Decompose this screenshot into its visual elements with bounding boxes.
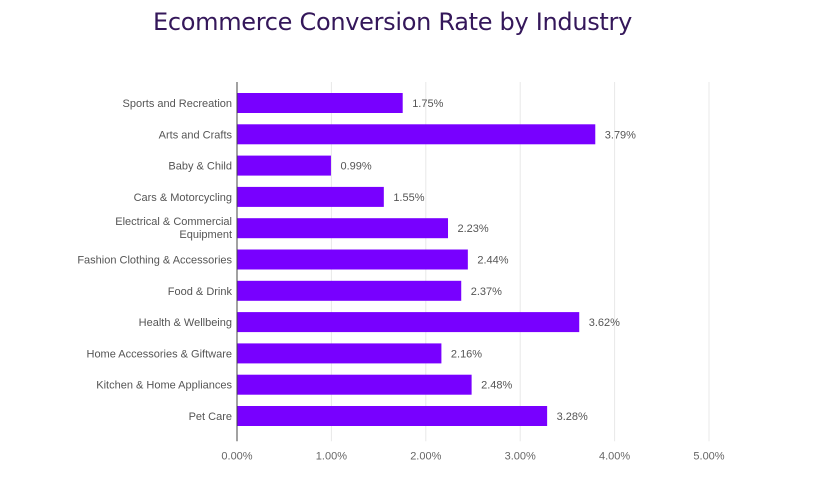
chart-title: Ecommerce Conversion Rate by Industry: [152, 8, 633, 36]
category-label: Sports and Recreation: [123, 98, 232, 110]
bar: [237, 312, 580, 333]
category-label: Electrical & Commercial Equipment: [115, 216, 232, 241]
x-tick-label: 0.00%: [221, 450, 252, 462]
bar: [237, 218, 449, 239]
data-label: 3.28%: [557, 411, 588, 423]
data-label: 1.75%: [412, 98, 443, 110]
bar: [237, 406, 548, 426]
data-label: 3.62%: [589, 317, 620, 329]
category-label: Arts and Crafts: [159, 129, 233, 141]
x-tick-label: 4.00%: [599, 450, 630, 462]
data-label: 1.55%: [393, 192, 424, 204]
bar: [237, 155, 331, 176]
x-tick-label: 3.00%: [505, 450, 536, 462]
category-label: Health & Wellbeing: [139, 317, 232, 329]
x-tick-label: 5.00%: [693, 450, 724, 462]
category-label: Home Accessories & Giftware: [87, 348, 233, 360]
category-label: Baby & Child: [168, 161, 232, 173]
data-label: 2.44%: [477, 255, 508, 267]
data-label: 2.16%: [451, 348, 482, 360]
category-label: Fashion Clothing & Accessories: [77, 255, 232, 267]
data-label: 2.48%: [481, 380, 512, 392]
bar: [237, 280, 462, 301]
category-label: Food & Drink: [168, 286, 233, 298]
data-label: 0.99%: [340, 161, 371, 173]
bar: [237, 93, 403, 113]
data-label: 3.79%: [605, 129, 636, 141]
bar: [237, 343, 442, 364]
bar: [237, 249, 468, 270]
x-tick-label: 1.00%: [316, 450, 347, 462]
bar: [237, 374, 472, 395]
bar: [237, 186, 384, 207]
data-label: 2.37%: [471, 286, 502, 298]
data-label: 2.23%: [458, 223, 489, 235]
x-tick-label: 2.00%: [410, 450, 441, 462]
bar: [237, 124, 596, 145]
category-label: Kitchen & Home Appliances: [96, 380, 232, 392]
category-label: Cars & Motorcycling: [134, 192, 232, 204]
category-label: Pet Care: [189, 411, 232, 423]
